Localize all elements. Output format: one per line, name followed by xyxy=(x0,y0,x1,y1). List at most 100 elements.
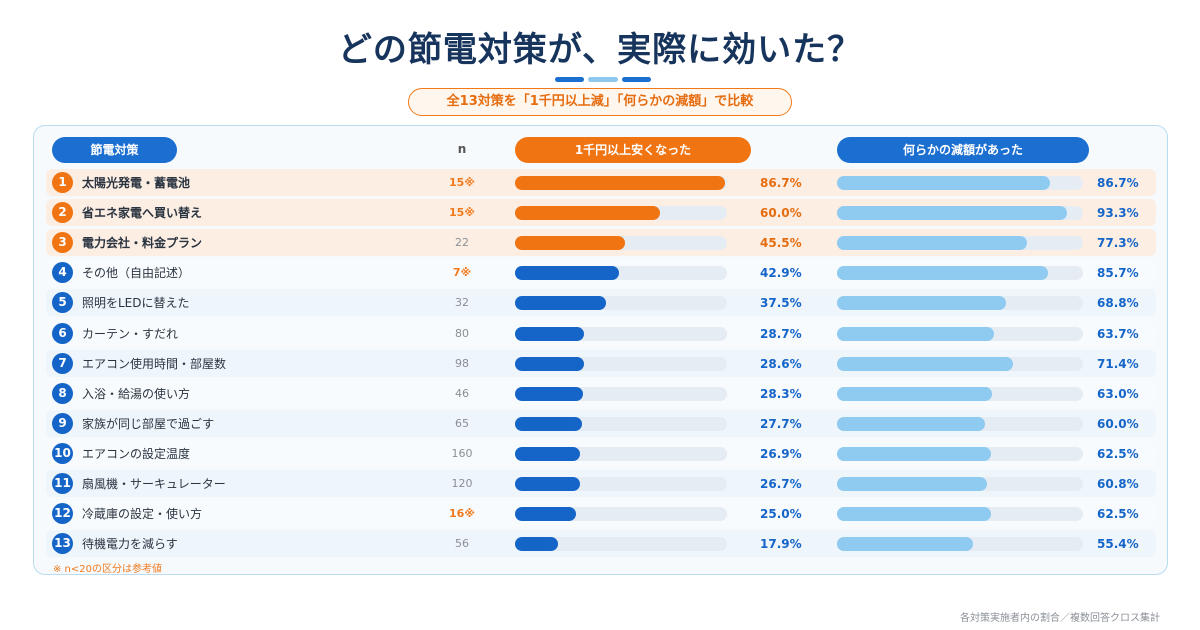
n-value: 98 xyxy=(455,356,469,370)
bar-track-a xyxy=(515,295,727,310)
value-label-b: 93.3% xyxy=(1097,205,1139,220)
value-label-a: 42.9% xyxy=(760,265,802,280)
bar-a xyxy=(515,265,619,280)
rank-badge: 5 xyxy=(52,292,73,313)
header-n: n xyxy=(457,142,467,156)
value-label-b: 68.8% xyxy=(1097,295,1139,310)
bar-a xyxy=(515,386,584,401)
bar-b xyxy=(837,476,987,491)
bar-track-a xyxy=(515,446,727,461)
bar-b xyxy=(837,265,1048,280)
category-label: 家族が同じ部屋で過ごす xyxy=(82,416,215,431)
bar-a xyxy=(515,235,626,250)
bar-track-b xyxy=(837,386,1083,401)
value-label-a: 28.6% xyxy=(760,356,802,371)
rank-badge: 7 xyxy=(52,353,73,374)
value-label-a: 86.7% xyxy=(760,175,802,190)
bar-track-b xyxy=(837,476,1083,491)
bar-track-b xyxy=(837,416,1083,431)
n-value: 120 xyxy=(451,476,473,490)
title-decoration xyxy=(555,77,651,82)
bar-b xyxy=(837,175,1051,190)
bar-b xyxy=(837,536,974,551)
bar-b xyxy=(837,326,994,341)
bar-track-a xyxy=(515,386,727,401)
value-label-a: 45.5% xyxy=(760,235,802,250)
category-label: 待機電力を減らす xyxy=(82,536,178,551)
bar-track-b xyxy=(837,175,1083,190)
n-value: 16※ xyxy=(448,506,475,520)
bar-track-a xyxy=(515,506,727,521)
category-label: 冷蔵庫の設定・使い方 xyxy=(82,506,203,521)
bar-b xyxy=(837,205,1067,220)
rank-badge: 12 xyxy=(52,503,73,524)
value-label-b: 86.7% xyxy=(1097,175,1139,190)
bar-a xyxy=(515,205,661,220)
bar-track-a xyxy=(515,175,727,190)
n-value: 7※ xyxy=(452,265,472,279)
category-label: エアコンの設定温度 xyxy=(82,446,191,461)
bar-track-b xyxy=(837,356,1083,371)
category-label: 扇風機・サーキュレーター xyxy=(82,476,226,491)
rank-badge: 4 xyxy=(52,262,73,283)
value-label-b: 85.7% xyxy=(1097,265,1139,280)
rank-badge: 2 xyxy=(52,202,73,223)
page-title: どの節電対策が、実際に効いた？ xyxy=(337,30,863,70)
bar-b xyxy=(837,295,1007,310)
value-label-a: 27.7% xyxy=(760,416,802,431)
n-value: 46 xyxy=(455,386,469,400)
rank-badge: 1 xyxy=(52,172,73,193)
bar-track-b xyxy=(837,295,1083,310)
n-value: 15※ xyxy=(448,205,475,219)
value-label-b: 63.0% xyxy=(1097,386,1139,401)
category-label: その他（自由記述） xyxy=(82,265,191,280)
value-label-a: 25.0% xyxy=(760,506,802,521)
bar-track-b xyxy=(837,506,1083,521)
bar-track-a xyxy=(515,476,727,491)
n-value: 15※ xyxy=(448,175,475,189)
value-label-a: 28.3% xyxy=(760,386,802,401)
bar-a xyxy=(515,416,583,431)
header-measure: 節電対策 xyxy=(52,137,177,163)
bar-track-a xyxy=(515,235,727,250)
bar-a xyxy=(515,326,585,341)
bar-track-b xyxy=(837,235,1083,250)
bar-track-a xyxy=(515,265,727,280)
n-value: 32 xyxy=(455,295,469,309)
bar-track-a xyxy=(515,416,727,431)
value-label-a: 60.0% xyxy=(760,205,802,220)
value-label-b: 77.3% xyxy=(1097,235,1139,250)
category-label: 照明をLEDに替えた xyxy=(82,295,190,310)
value-label-b: 60.0% xyxy=(1097,416,1139,431)
bar-b xyxy=(837,446,991,461)
n-value: 160 xyxy=(451,446,473,460)
bar-track-a xyxy=(515,326,727,341)
rank-badge: 11 xyxy=(52,473,73,494)
bar-a xyxy=(515,356,585,371)
value-label-a: 28.7% xyxy=(760,326,802,341)
category-label: 入浴・給湯の使い方 xyxy=(82,386,191,401)
footnote: ※ n<20の区分は参考値 xyxy=(53,564,162,575)
n-value: 80 xyxy=(455,326,469,340)
bar-track-a xyxy=(515,205,727,220)
value-label-a: 26.9% xyxy=(760,446,802,461)
value-label-a: 17.9% xyxy=(760,536,802,551)
bar-a xyxy=(515,506,576,521)
rank-badge: 6 xyxy=(52,323,73,344)
category-label: 太陽光発電・蓄電池 xyxy=(82,175,191,190)
value-label-a: 37.5% xyxy=(760,295,802,310)
value-label-b: 62.5% xyxy=(1097,506,1139,521)
category-label: 電力会社・料金プラン xyxy=(82,235,203,250)
bar-b xyxy=(837,386,992,401)
category-label: カーテン・すだれ xyxy=(82,326,179,341)
bar-track-a xyxy=(515,356,727,371)
bar-b xyxy=(837,506,991,521)
value-label-b: 55.4% xyxy=(1097,536,1139,551)
bar-track-a xyxy=(515,536,727,551)
category-label: 省エネ家電へ買い替え xyxy=(82,205,203,220)
value-label-a: 26.7% xyxy=(760,476,802,491)
n-value: 56 xyxy=(455,536,469,550)
bar-b xyxy=(837,356,1013,371)
value-label-b: 71.4% xyxy=(1097,356,1139,371)
bar-track-b xyxy=(837,265,1083,280)
